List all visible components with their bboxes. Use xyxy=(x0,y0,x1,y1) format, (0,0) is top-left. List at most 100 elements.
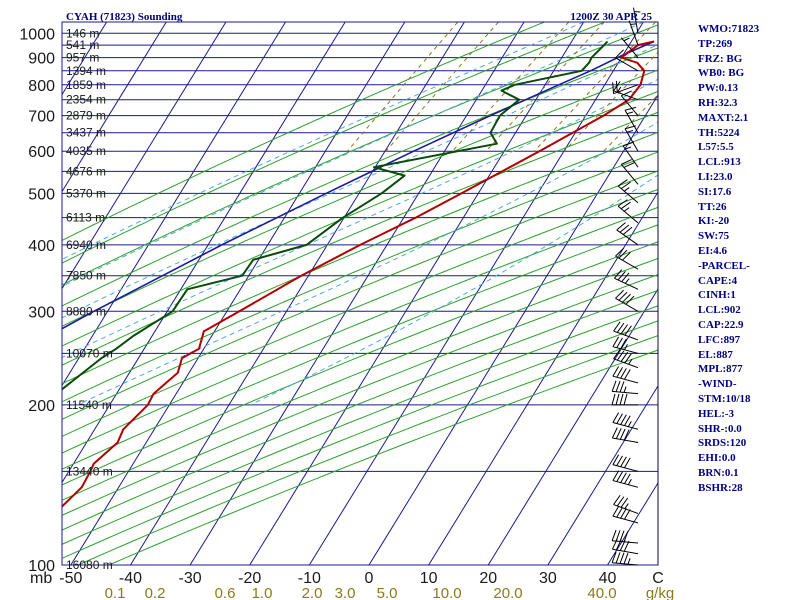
mixing-ratio-label: 40.0 xyxy=(587,585,616,600)
index-item: EL:887 xyxy=(698,348,733,361)
height-label: 957 m xyxy=(66,51,99,65)
wind-barb xyxy=(611,529,639,544)
dry-adiabat xyxy=(62,257,658,501)
dry-adiabat xyxy=(62,305,658,545)
dry-adiabat xyxy=(62,47,658,307)
pressure-tick-label: 300 xyxy=(28,304,55,321)
dry-adiabat xyxy=(62,224,658,470)
wind-barb xyxy=(611,380,639,395)
height-label: 1859 m xyxy=(66,78,106,92)
height-label: 10070 m xyxy=(66,346,113,360)
wind-barb xyxy=(613,494,639,514)
index-item: -WIND- xyxy=(698,378,737,391)
index-item: TT:26 xyxy=(698,200,727,213)
index-item: SRDS:120 xyxy=(698,437,747,450)
isotherm-line xyxy=(62,22,346,484)
wind-barb xyxy=(615,49,639,72)
mixing-ratio-line xyxy=(452,22,570,152)
wind-barb xyxy=(624,106,639,133)
index-item: FRZ: BG xyxy=(698,52,743,65)
temperature-tick-label: -20 xyxy=(238,570,261,587)
index-item: LCL:913 xyxy=(698,156,741,169)
wind-barb xyxy=(617,199,639,224)
index-item: SW:75 xyxy=(698,230,730,243)
pressure-tick-label: 900 xyxy=(28,51,55,68)
index-item: EHI:0.0 xyxy=(698,452,736,465)
dewpoint-profile xyxy=(62,40,609,391)
dry-adiabat xyxy=(62,241,658,486)
isotherm-line xyxy=(487,288,658,565)
index-panel: WMO:71823 TP:269 FRZ: BG WB0: BG PW:0.13 RH:3… xyxy=(698,22,798,496)
index-item: WMO:71823 xyxy=(698,23,760,35)
index-item: CAP:22.9 xyxy=(698,318,744,331)
index-item: STM:10/18 xyxy=(698,392,751,405)
wind-barb xyxy=(612,454,639,472)
dry-adiabat xyxy=(62,320,658,559)
pressure-tick-label: 400 xyxy=(28,238,55,255)
height-label: 16080 m xyxy=(66,558,113,572)
temperature-tick-label: 0 xyxy=(365,570,374,587)
wind-barb xyxy=(612,80,639,95)
temperature-tick-label: 20 xyxy=(479,570,497,587)
index-item: MAXT:2.1 xyxy=(698,111,749,124)
wind-barb-column xyxy=(611,7,659,566)
moist-adiabat xyxy=(62,22,584,261)
dry-adiabat xyxy=(62,22,545,241)
height-label: 13440 m xyxy=(66,464,113,478)
index-item: LI:23.0 xyxy=(698,170,733,183)
index-item: MPL:877 xyxy=(698,363,743,376)
dry-adiabat xyxy=(62,289,658,531)
wind-barb xyxy=(612,470,639,488)
pressure-tick-label: 500 xyxy=(28,186,55,203)
index-item: SI:17.6 xyxy=(698,185,732,198)
wind-barb xyxy=(628,20,639,46)
pressure-tick-label: 800 xyxy=(28,78,55,95)
isotherm-line xyxy=(70,22,406,565)
height-label: 6940 m xyxy=(66,238,106,252)
parcel-trace xyxy=(62,40,655,330)
moist-adiabat xyxy=(62,43,658,319)
temperature-tick-label: -30 xyxy=(179,570,202,587)
index-item: BRN:0.1 xyxy=(698,466,739,479)
mixing-ratio-line xyxy=(385,22,499,152)
height-label: 2879 m xyxy=(66,109,106,123)
index-item: L57:5.5 xyxy=(698,141,734,154)
isotherm-line xyxy=(368,94,658,565)
isotherm-line xyxy=(189,22,525,565)
height-label: 146 m xyxy=(66,26,99,40)
wind-barb xyxy=(620,90,639,116)
isotherm-line xyxy=(62,22,167,193)
index-item: TP:269 xyxy=(698,37,733,50)
index-item: RH:32.3 xyxy=(698,96,738,109)
mixing-ratio-label: 3.0 xyxy=(335,585,356,600)
height-label: 7850 m xyxy=(66,269,106,283)
mixing-ratio-line xyxy=(347,22,459,152)
isotherm-line xyxy=(249,22,585,565)
pressure-tick-label: 700 xyxy=(28,109,55,126)
wind-barb xyxy=(617,179,639,204)
mixing-ratio-unit: g/kg xyxy=(646,585,674,600)
index-item: LCL:902 xyxy=(698,304,741,317)
mixing-ratio-line xyxy=(563,51,658,152)
pressure-tick-label: 200 xyxy=(28,398,55,415)
wind-barb xyxy=(612,506,639,524)
isotherm-line xyxy=(62,22,227,290)
wind-barb xyxy=(632,7,641,34)
pressure-tick-label: 1000 xyxy=(19,26,55,43)
dry-adiabat xyxy=(62,111,658,366)
wind-barb xyxy=(611,427,639,443)
temperature-tick-label: 40 xyxy=(599,570,617,587)
wind-barb xyxy=(620,159,639,185)
height-label: 541 m xyxy=(66,38,99,52)
wind-barb xyxy=(615,289,639,312)
pressure-tick-label: 600 xyxy=(28,144,55,161)
height-label: 2354 m xyxy=(66,93,106,107)
moist-adiabat xyxy=(62,78,658,359)
mixing-ratio-label: 0.6 xyxy=(215,585,236,600)
height-label: 1394 m xyxy=(66,64,106,78)
index-item: KI:-20 xyxy=(698,215,730,228)
isotherm-line xyxy=(130,22,465,565)
dry-adiabat xyxy=(62,22,606,264)
dry-adiabat xyxy=(108,349,658,565)
